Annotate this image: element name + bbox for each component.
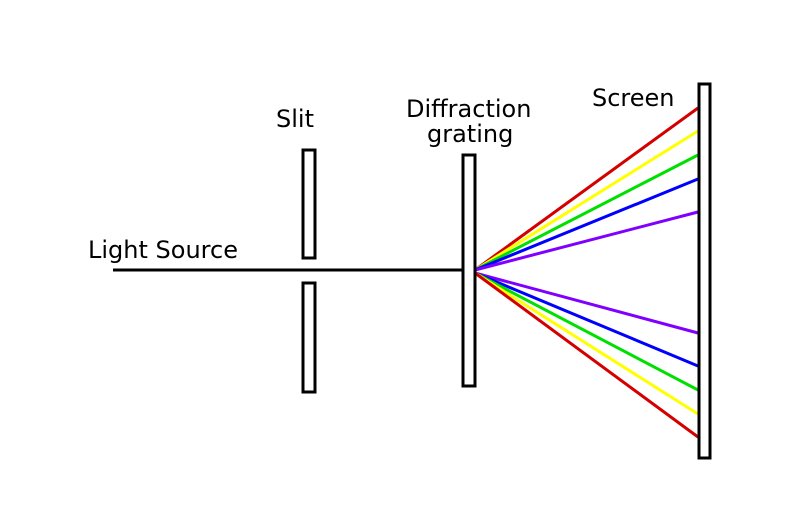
blue-ray-lower bbox=[474, 271, 699, 368]
screen bbox=[697, 82, 712, 460]
diffraction-grating bbox=[461, 153, 477, 388]
slit-lower-barrier bbox=[301, 281, 317, 394]
screen-label: Screen bbox=[592, 84, 675, 112]
blue-ray-upper bbox=[474, 177, 699, 272]
green-ray-lower bbox=[474, 271, 699, 392]
yellow-ray-upper bbox=[474, 129, 699, 272]
red-ray-upper bbox=[474, 106, 699, 272]
grating-label-line1: Diffraction bbox=[406, 95, 531, 123]
yellow-ray-lower bbox=[474, 271, 699, 416]
slit-upper-barrier bbox=[301, 148, 317, 260]
grating-label-line2: grating bbox=[427, 120, 513, 148]
red-ray-lower bbox=[474, 271, 699, 439]
light-source-label: Light Source bbox=[88, 236, 238, 264]
violet-ray-upper bbox=[474, 210, 699, 272]
violet-ray-lower bbox=[474, 271, 699, 335]
green-ray-upper bbox=[474, 153, 699, 272]
slit-label: Slit bbox=[276, 105, 314, 133]
rays-group bbox=[474, 106, 699, 439]
